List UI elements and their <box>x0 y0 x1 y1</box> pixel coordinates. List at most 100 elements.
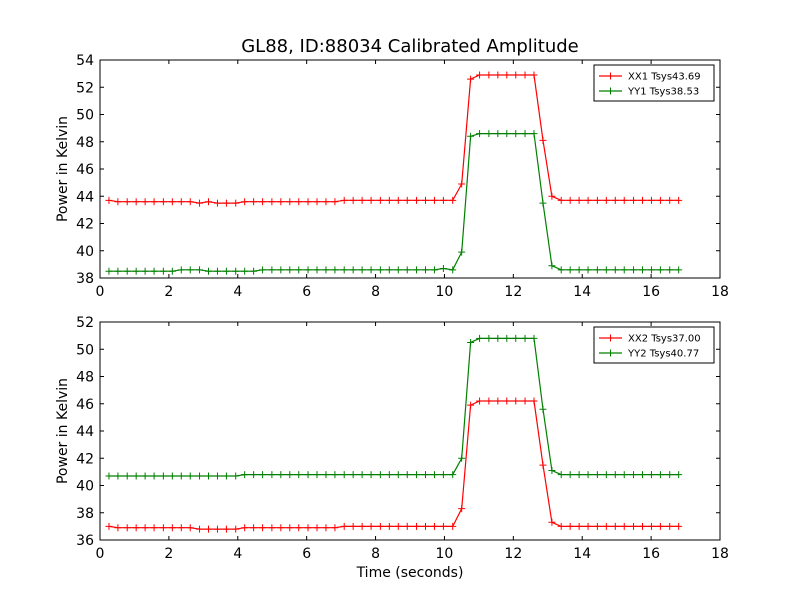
data-point-marker <box>521 334 529 342</box>
data-point-marker <box>439 264 447 272</box>
data-point-marker <box>159 198 167 206</box>
data-point-marker <box>168 472 176 480</box>
legend-box <box>593 64 715 102</box>
data-point-marker <box>141 524 149 532</box>
data-point-marker <box>205 267 212 275</box>
data-point-marker <box>566 266 574 274</box>
data-point-marker <box>639 266 646 274</box>
data-point-marker <box>467 401 475 409</box>
data-point-marker <box>639 196 646 204</box>
data-point-marker <box>548 192 556 200</box>
data-point-marker <box>132 472 140 480</box>
data-point-marker <box>521 71 529 79</box>
data-point-marker <box>611 522 619 530</box>
data-point-marker <box>620 522 628 530</box>
data-point-marker <box>286 524 294 532</box>
series-line <box>109 133 679 272</box>
data-point-marker <box>630 266 638 274</box>
data-point-marker <box>512 334 520 342</box>
x-tick-label: 16 <box>642 284 660 300</box>
data-point-marker <box>503 130 511 138</box>
data-point-marker <box>422 471 429 479</box>
data-point-marker <box>241 267 249 275</box>
data-point-marker <box>159 267 167 275</box>
data-point-marker <box>394 196 402 204</box>
data-point-marker <box>331 266 339 274</box>
data-point-marker <box>403 471 411 479</box>
data-point-marker <box>222 199 230 207</box>
data-point-marker <box>458 180 466 188</box>
data-point-marker <box>593 522 601 530</box>
data-point-marker <box>602 522 610 530</box>
series-yy1 <box>105 130 683 275</box>
data-point-marker <box>557 522 565 530</box>
data-point-marker <box>322 198 330 206</box>
data-point-marker <box>177 524 185 532</box>
data-point-marker <box>439 522 447 530</box>
y-axis-label: Power in Kelvin <box>55 116 71 222</box>
data-point-marker <box>584 522 592 530</box>
data-point-marker <box>349 471 357 479</box>
data-point-marker <box>232 472 240 480</box>
data-point-marker <box>675 471 683 479</box>
data-point-marker <box>141 198 149 206</box>
data-point-marker <box>232 199 240 207</box>
data-point-marker <box>584 471 592 479</box>
data-point-marker <box>467 75 475 83</box>
data-point-marker <box>295 198 303 206</box>
figure-title: GL88, ID:88034 Calibrated Amplitude <box>241 36 579 57</box>
data-point-marker <box>602 471 610 479</box>
data-point-marker <box>232 267 240 275</box>
data-point-marker <box>331 198 339 206</box>
y-tick-label: 42 <box>76 217 94 233</box>
data-point-marker <box>449 471 457 479</box>
data-point-marker <box>530 397 538 405</box>
data-point-marker <box>358 196 366 204</box>
data-point-marker <box>222 525 230 533</box>
data-point-marker <box>241 471 249 479</box>
y-tick-label: 40 <box>76 479 94 495</box>
data-point-marker <box>566 522 574 530</box>
data-point-marker <box>566 196 574 204</box>
series-xx2 <box>105 397 683 533</box>
data-point-marker <box>620 266 628 274</box>
data-point-marker <box>630 196 638 204</box>
legend-label: XX1 Tsys43.69 <box>628 72 701 83</box>
data-point-marker <box>304 524 312 532</box>
data-point-marker <box>403 266 411 274</box>
data-point-marker <box>349 266 357 274</box>
data-point-marker <box>168 267 176 275</box>
data-point-marker <box>322 266 330 274</box>
data-point-marker <box>620 196 628 204</box>
data-point-marker <box>575 266 583 274</box>
data-point-marker <box>141 267 149 275</box>
data-point-marker <box>295 266 303 274</box>
x-tick-label: 8 <box>371 284 380 300</box>
data-point-marker <box>666 471 674 479</box>
data-point-marker <box>105 196 113 204</box>
data-point-marker <box>557 471 565 479</box>
data-point-marker <box>295 471 303 479</box>
data-point-marker <box>105 267 113 275</box>
data-point-marker <box>675 522 683 530</box>
data-point-marker <box>141 472 149 480</box>
legend-label: YY2 Tsys40.77 <box>627 349 699 360</box>
data-point-marker <box>385 522 393 530</box>
data-point-marker <box>132 524 140 532</box>
data-point-marker <box>277 524 285 532</box>
data-point-marker <box>205 525 212 533</box>
y-tick-label: 50 <box>76 108 94 124</box>
data-point-marker <box>449 266 457 274</box>
data-point-marker <box>620 471 628 479</box>
data-point-marker <box>196 199 204 207</box>
data-point-marker <box>639 471 646 479</box>
data-point-marker <box>403 522 411 530</box>
data-point-marker <box>647 196 655 204</box>
data-point-marker <box>150 524 158 532</box>
data-point-marker <box>430 196 438 204</box>
data-point-marker <box>413 522 421 530</box>
data-point-marker <box>286 266 294 274</box>
data-point-marker <box>476 397 484 405</box>
data-point-marker <box>177 198 185 206</box>
data-point-marker <box>467 338 475 346</box>
